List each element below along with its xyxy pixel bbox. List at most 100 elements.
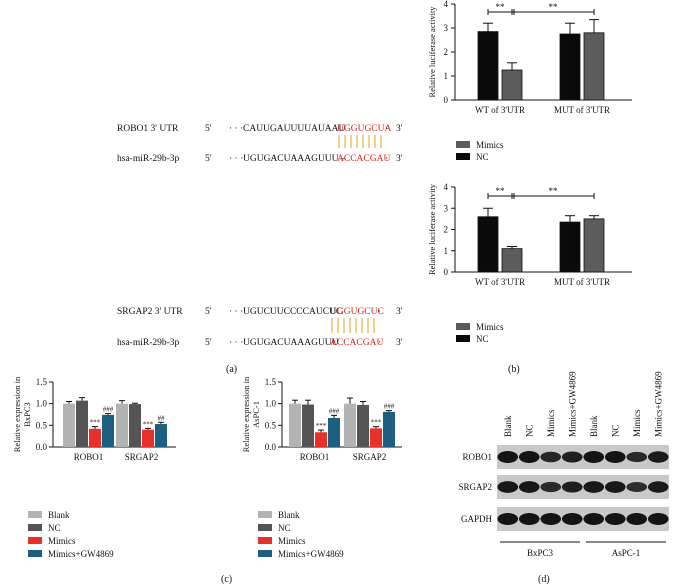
- significance-label: ###: [384, 403, 395, 411]
- bar: [344, 403, 356, 447]
- y-tick-label: 0.0: [265, 442, 277, 452]
- panel-label-c: (c): [221, 574, 232, 585]
- chart-c-left: 0.0 0.5 1.0 1.5 Relative expression in BxPC3 *…: [12, 376, 176, 559]
- base-pair-lines-robo1: [338, 135, 382, 148]
- y-tick-label: 3: [444, 203, 449, 213]
- bar: [102, 414, 114, 447]
- legend-swatch: [258, 524, 272, 531]
- lane-label: Blank: [589, 415, 599, 437]
- y-axis-label-line2: BxPC3: [22, 402, 32, 427]
- legend-label: Mimics+GW4869: [278, 549, 344, 559]
- blot-band: [626, 482, 648, 492]
- bar: [142, 429, 154, 447]
- blot-band: [518, 481, 540, 493]
- blot-band: [583, 513, 605, 525]
- y-tick-label: 0.5: [265, 420, 277, 430]
- blot-band: [540, 451, 562, 463]
- bar: [129, 404, 141, 447]
- legend-swatch: [456, 153, 470, 160]
- bar: [155, 424, 167, 447]
- legend-swatch: [28, 537, 42, 544]
- y-axis-label-line2: AsPC-1: [251, 401, 261, 428]
- legend-swatch: [456, 141, 470, 148]
- base-pair-lines-srgap2: [331, 318, 375, 333]
- y-tick-label: 1: [444, 246, 449, 256]
- legend-label: Mimics+GW4869: [48, 549, 114, 559]
- mirna-tail-1: ·: [385, 154, 388, 164]
- mirna-five-prime-2: 5': [205, 338, 212, 348]
- mirna-three-prime-2: 3': [396, 338, 403, 348]
- x-tick-label: SRGAP2: [353, 452, 387, 462]
- significance-label: ##: [158, 414, 166, 422]
- dots-srgap2: · · ·: [229, 307, 243, 317]
- significance-label: **: [496, 2, 506, 12]
- panel-d-western-blot: Blank NC Mimics Mimics+GW4869 Blank NC Mimics M…: [458, 371, 669, 558]
- bar: [477, 31, 499, 101]
- panel-label-a: (a): [226, 364, 237, 375]
- blot-band: [540, 481, 562, 493]
- x-tick-label: SRGAP2: [125, 452, 159, 462]
- blot-row-label: ROBO1: [462, 452, 492, 462]
- significance-label: **: [549, 186, 559, 196]
- blot-band: [626, 513, 648, 525]
- chart-c-right: 0.0 0.5 1.0 1.5 Relative expression in AsPC-1…: [241, 376, 402, 559]
- three-prime-srgap2: 3': [396, 307, 403, 317]
- blot-row-label: SRGAP2: [458, 482, 492, 492]
- legend-swatch: [258, 537, 272, 544]
- blot-row-label: GAPDH: [461, 514, 493, 524]
- lane-label: Mimics+GW4869: [653, 371, 663, 437]
- panel-label-b: (b): [508, 364, 520, 375]
- bar: [116, 403, 128, 447]
- lane-label: Blank: [503, 415, 513, 437]
- legend-swatch: [28, 524, 42, 531]
- x-tick-label: MUT of 3'UTR: [554, 277, 610, 287]
- bar: [289, 403, 301, 447]
- y-tick-label: 1: [444, 71, 449, 81]
- blot-band: [626, 451, 648, 463]
- y-tick-label: 0: [444, 267, 449, 277]
- legend-swatch: [456, 335, 470, 342]
- mirna-tail-2: ·: [378, 338, 381, 348]
- legend-label: NC: [476, 334, 489, 344]
- y-axis-label: Relative luciferase activity: [427, 183, 437, 275]
- seed-sequence-srgap2: UGGUGCUC: [330, 307, 384, 317]
- lane-label: NC: [524, 424, 534, 437]
- mirna-three-prime-1: 3': [396, 154, 403, 164]
- legend-label: NC: [48, 523, 61, 533]
- y-tick-label: 4: [444, 0, 449, 9]
- bar: [477, 216, 499, 273]
- blot-band: [583, 481, 605, 493]
- y-tick-label: 2: [444, 225, 449, 235]
- blot-band: [604, 481, 626, 493]
- blot-band: [647, 513, 669, 525]
- x-tick-label: WT of 3'UTR: [475, 105, 525, 115]
- y-tick-label: 4: [444, 182, 449, 192]
- legend-swatch: [28, 550, 42, 557]
- blot-band: [561, 513, 583, 525]
- group-label: AsPC-1: [612, 548, 641, 558]
- chart-b-bottom: 0 1 2 3 4 Relative luciferase activity WT of 3…: [427, 182, 632, 344]
- y-tick-label: 3: [444, 23, 449, 33]
- blot-band: [497, 481, 519, 493]
- blot-band: [518, 451, 540, 463]
- y-axis-label: Relative luciferase activity: [427, 6, 437, 98]
- mirna-five-prime-1: 5': [205, 154, 212, 164]
- legend-label: Blank: [278, 510, 300, 520]
- panel-a: ROBO1 3' UTR 5' · · · CAUUGAUUUUAUAAU UG…: [117, 124, 403, 375]
- x-tick-label: MUT of 3'UTR: [554, 105, 610, 115]
- lane-label: Mimics: [632, 409, 642, 437]
- sequence-pair-robo1: ROBO1 3' UTR 5' · · · CAUUGAUUUUAUAAU UG…: [117, 124, 403, 164]
- three-prime-robo1: 3': [396, 124, 403, 134]
- blot-band: [540, 513, 562, 525]
- bar: [583, 32, 605, 101]
- significance-label: **: [549, 2, 559, 12]
- y-tick-label: 0.5: [36, 420, 48, 430]
- x-tick-label: WT of 3'UTR: [475, 277, 525, 287]
- significance-label: ***: [371, 419, 382, 427]
- y-tick-label: 1.0: [265, 399, 277, 409]
- tail-dot-srgap2: ·: [378, 307, 381, 317]
- mirna-dots-2: · · ·: [229, 338, 243, 348]
- bar: [89, 428, 101, 447]
- mirna-seed-1: ACCACGAU: [337, 154, 390, 164]
- seed-sequence-robo1: UGGUGCUA: [337, 124, 392, 134]
